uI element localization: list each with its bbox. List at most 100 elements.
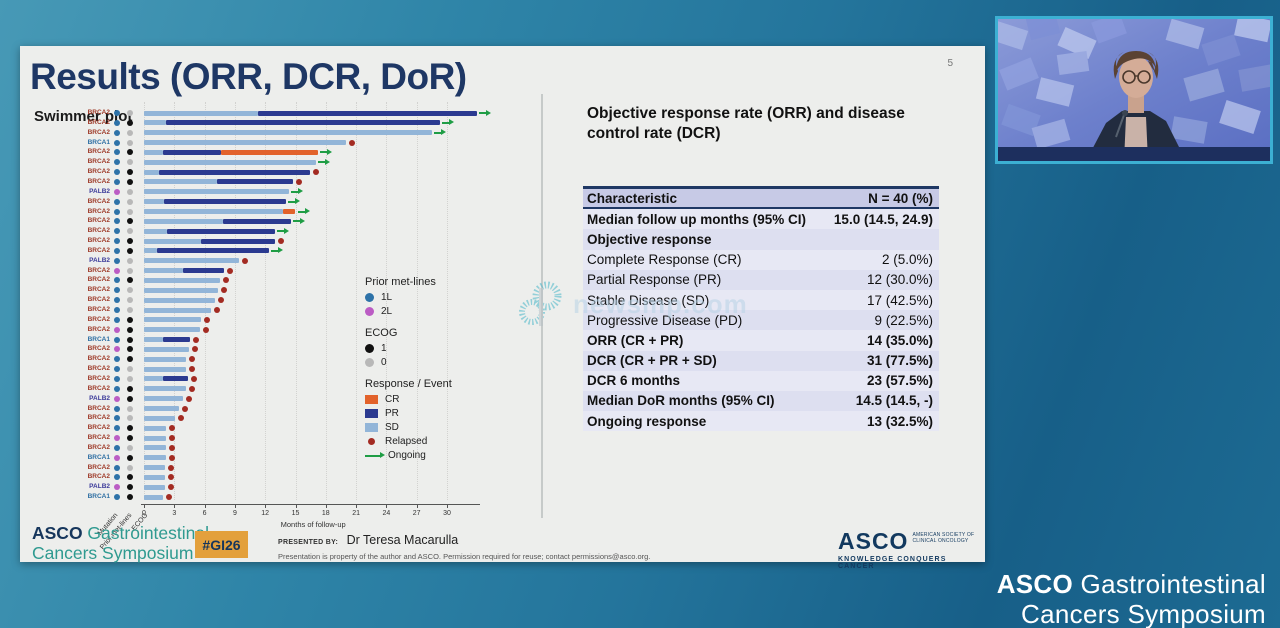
mutation-label: PALB2 xyxy=(89,394,110,402)
ecog-dot xyxy=(127,159,133,166)
response-segment xyxy=(159,169,310,175)
response-segment xyxy=(258,110,478,116)
relapsed-marker xyxy=(296,178,303,185)
mutation-label: BRCA2 xyxy=(87,286,110,294)
swimmer-row: BRCA2 xyxy=(20,325,565,335)
response-segment xyxy=(163,149,221,155)
ecog-dot xyxy=(127,385,133,392)
table-cell-value: 9 (22.5%) xyxy=(874,312,933,328)
mutation-label: BRCA2 xyxy=(87,443,110,451)
ecog-dot xyxy=(127,326,133,333)
ongoing-arrow xyxy=(319,148,332,155)
axis-tick xyxy=(204,504,206,508)
mutation-label: BRCA2 xyxy=(87,128,110,136)
ecog-dot xyxy=(127,395,133,402)
table-row: DCR 6 months 23 (57.5%) xyxy=(583,370,939,391)
speaker-video-feed xyxy=(995,16,1273,164)
swimmer-row: BRCA2 xyxy=(20,226,565,236)
table-row: ORR (CR + PR) 14 (35.0%) xyxy=(583,330,939,351)
gridline xyxy=(356,102,358,500)
prior-line-dot xyxy=(114,238,120,245)
table-cell-value: 15.0 (14.5, 24.9) xyxy=(833,211,933,227)
response-segment xyxy=(144,346,190,352)
table-cell-value: 17 (42.5%) xyxy=(866,292,933,308)
axis-tick xyxy=(295,504,297,508)
mutation-label: BRCA2 xyxy=(87,158,110,166)
prior-line-dot xyxy=(114,169,120,176)
legend-dot xyxy=(365,293,374,302)
prior-line-dot xyxy=(114,454,120,461)
relapsed-marker xyxy=(189,385,196,392)
x-axis xyxy=(141,504,481,505)
response-segment xyxy=(163,337,191,343)
response-segment xyxy=(144,179,217,185)
swimmer-row: BRCA2 xyxy=(20,354,565,364)
mutation-label: BRCA2 xyxy=(87,374,110,382)
mutation-label: BRCA2 xyxy=(87,355,110,363)
mutation-label: BRCA2 xyxy=(87,473,110,481)
swimmer-row: BRCA2 xyxy=(20,118,565,128)
prior-line-dot xyxy=(114,178,120,185)
axis-tick-label: 21 xyxy=(352,510,360,517)
table-row: Median DoR months (95% CI) 14.5 (14.5, -) xyxy=(583,390,939,412)
ecog-dot xyxy=(127,484,133,491)
ecog-dot xyxy=(127,169,133,176)
ecog-dot xyxy=(127,139,133,146)
table-row: Ongoing response 13 (32.5%) xyxy=(583,411,939,432)
response-segment xyxy=(163,376,189,382)
mutation-label: BRCA2 xyxy=(87,404,110,412)
relapsed-marker xyxy=(168,484,175,491)
response-segment xyxy=(144,376,164,382)
response-segment xyxy=(144,396,184,402)
table-cell-label: Median DoR months (95% CI) xyxy=(587,393,775,409)
prior-line-dot xyxy=(114,188,120,195)
mutation-label: BRCA1 xyxy=(87,138,110,146)
legend-label: 1L xyxy=(381,292,393,303)
axis-tick xyxy=(447,504,448,508)
vertical-divider xyxy=(541,94,543,518)
ecog-dot xyxy=(127,297,133,304)
ecog-dot xyxy=(127,110,133,116)
response-segment xyxy=(157,248,270,254)
legend-item: PR xyxy=(365,408,495,419)
axis-tick xyxy=(144,504,145,508)
asco-logo-wordmark: ASCO xyxy=(838,528,909,554)
ecog-dot xyxy=(127,257,133,264)
mutation-label: BRCA2 xyxy=(87,315,110,323)
legend-label: CR xyxy=(385,394,400,405)
ecog-dot xyxy=(127,228,133,235)
response-segment xyxy=(144,149,164,155)
swimmer-row: BRCA2 xyxy=(20,197,565,207)
response-segment xyxy=(144,297,215,303)
response-segment xyxy=(220,149,318,155)
swimmer-row: BRCA2 xyxy=(20,236,565,246)
legend-item: 2L xyxy=(365,306,495,317)
response-segment xyxy=(183,268,224,274)
relapsed-marker xyxy=(169,425,176,432)
table-cell-value: 13 (32.5%) xyxy=(866,413,933,429)
gi-symposium-logo: ASCO Gastrointestinal Cancers Symposium xyxy=(32,523,209,563)
ongoing-arrow xyxy=(271,247,284,254)
swimmer-row: BRCA2 xyxy=(20,472,565,482)
legend-item: Relapsed xyxy=(365,436,495,447)
swimmer-row: BRCA2 xyxy=(20,463,565,473)
swimmer-row: BRCA2 xyxy=(20,305,565,315)
axis-tick xyxy=(234,504,236,508)
response-segment xyxy=(144,327,200,333)
axis-tick xyxy=(265,504,267,508)
relapsed-marker xyxy=(222,277,229,284)
gridline xyxy=(325,102,327,500)
ecog-dot xyxy=(127,415,133,422)
asco-logo: ASCO AMERICAN SOCIETY OF CLINICAL ONCOLOGY… xyxy=(838,528,985,570)
mutation-label: BRCA1 xyxy=(87,493,110,501)
mutation-label: BRCA2 xyxy=(87,197,110,205)
ecog-dot xyxy=(127,218,133,225)
asco-tagline: KNOWLEDGE CONQUERS CANCER xyxy=(838,556,947,570)
swimmer-row: BRCA2 xyxy=(20,207,565,217)
swimmer-row: BRCA2 xyxy=(20,147,565,157)
swimmer-row: BRCA2 xyxy=(20,246,565,256)
response-segment xyxy=(144,248,158,254)
swimmer-row: BRCA2 xyxy=(20,443,565,453)
table-cell-label: Ongoing response xyxy=(587,413,707,429)
